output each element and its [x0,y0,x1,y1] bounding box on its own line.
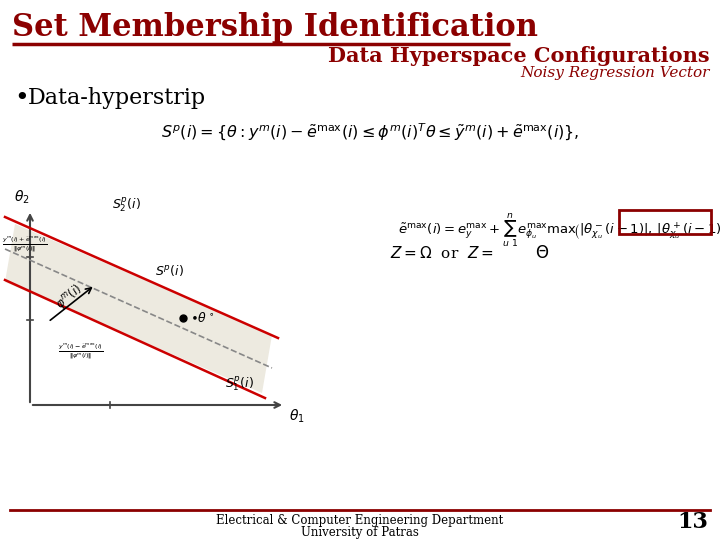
Text: $\frac{y^m(i)-\tilde{e}^{\max}(i)}{\|\varphi^m(i)\|}$: $\frac{y^m(i)-\tilde{e}^{\max}(i)}{\|\va… [58,342,104,362]
Text: Electrical & Computer Engineering Department: Electrical & Computer Engineering Depart… [217,514,503,527]
Text: $S^p(i)$: $S^p(i)$ [155,262,184,278]
Text: $S_2^p(i)$: $S_2^p(i)$ [112,196,141,215]
Text: $S^p(i) = \left\{\theta : y^m(i) - \tilde{e}^{\mathrm{max}}(i) \leq \phi^m(i)^T : $S^p(i) = \left\{\theta : y^m(i) - \tild… [161,122,580,143]
Text: $\bullet\theta^\circ$: $\bullet\theta^\circ$ [190,311,215,325]
Text: $\theta_2$: $\theta_2$ [14,188,30,206]
Text: Noisy Regression Vector: Noisy Regression Vector [521,66,710,80]
Text: •: • [14,87,29,110]
Text: Data-hyperstrip: Data-hyperstrip [28,87,206,109]
Polygon shape [5,224,272,393]
Text: $Z = \Omega$  or  $Z=$: $Z = \Omega$ or $Z=$ [390,245,494,261]
Text: University of Patras: University of Patras [301,526,419,539]
Text: $\Theta$: $\Theta$ [535,245,549,262]
Text: Data Hyperspace Configurations: Data Hyperspace Configurations [328,46,710,66]
Text: 13: 13 [677,511,708,533]
Text: $\varphi^m(i)$: $\varphi^m(i)$ [52,281,86,313]
Text: $\frac{y^m(i)+\tilde{e}^{\max}(i)}{\|\varphi^m(i)\|}$: $\frac{y^m(i)+\tilde{e}^{\max}(i)}{\|\va… [2,235,48,255]
Text: $S_1^p(i)$: $S_1^p(i)$ [225,375,254,394]
Text: $\tilde{e}^{\mathrm{max}}(i) = e^{\mathrm{max}}_{y} + \sum_{u\ 1}^{n} e^{\mathrm: $\tilde{e}^{\mathrm{max}}(i) = e^{\mathr… [398,212,720,249]
Text: Set Membership Identification: Set Membership Identification [12,12,538,43]
Text: $\theta_1$: $\theta_1$ [289,408,305,426]
